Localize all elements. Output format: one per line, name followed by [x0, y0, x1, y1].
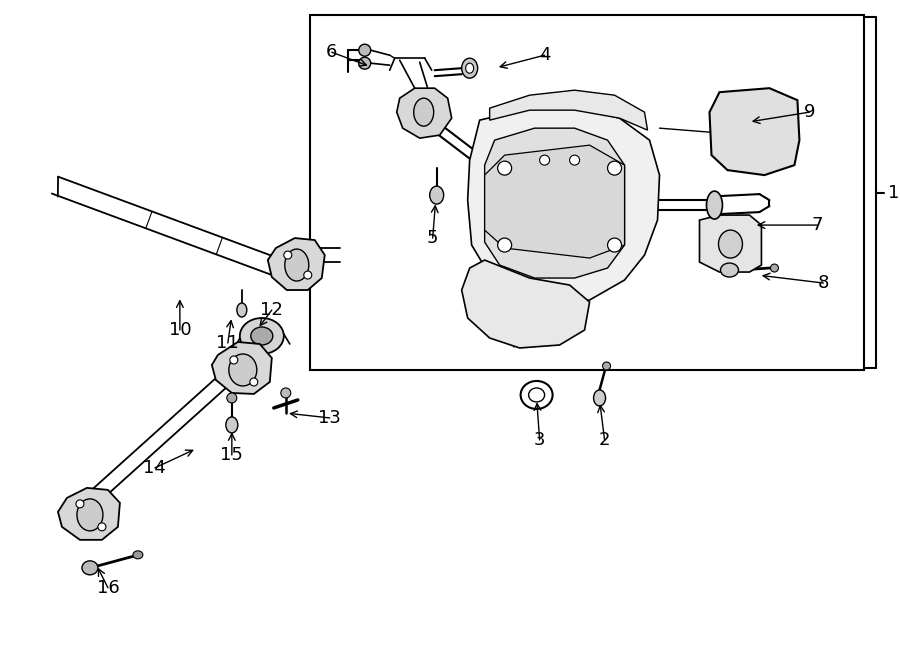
- Text: 5: 5: [427, 229, 438, 247]
- Ellipse shape: [284, 249, 309, 281]
- Text: 12: 12: [260, 301, 284, 319]
- Ellipse shape: [465, 63, 473, 73]
- Ellipse shape: [82, 561, 98, 575]
- Ellipse shape: [226, 417, 238, 433]
- Text: 15: 15: [220, 446, 243, 464]
- Ellipse shape: [304, 271, 311, 279]
- Ellipse shape: [237, 303, 247, 317]
- Ellipse shape: [528, 388, 544, 402]
- Ellipse shape: [250, 378, 257, 386]
- Text: 16: 16: [96, 579, 120, 597]
- Polygon shape: [397, 88, 452, 138]
- Polygon shape: [490, 90, 647, 130]
- Polygon shape: [58, 488, 120, 540]
- Polygon shape: [484, 145, 625, 258]
- Ellipse shape: [229, 354, 256, 386]
- Ellipse shape: [608, 238, 622, 252]
- Polygon shape: [462, 260, 590, 348]
- Ellipse shape: [284, 251, 292, 259]
- Ellipse shape: [227, 393, 237, 403]
- Ellipse shape: [520, 381, 553, 409]
- Ellipse shape: [98, 523, 106, 531]
- Polygon shape: [709, 88, 799, 175]
- Text: 7: 7: [812, 216, 824, 234]
- Ellipse shape: [603, 362, 610, 370]
- Ellipse shape: [498, 238, 511, 252]
- Text: 14: 14: [143, 459, 166, 477]
- Polygon shape: [484, 128, 625, 278]
- Ellipse shape: [570, 155, 580, 165]
- Ellipse shape: [462, 58, 478, 78]
- Text: 8: 8: [818, 274, 829, 292]
- Text: 9: 9: [804, 103, 815, 121]
- Ellipse shape: [239, 318, 284, 354]
- Ellipse shape: [281, 388, 291, 398]
- Ellipse shape: [76, 499, 103, 531]
- Text: 2: 2: [598, 431, 610, 449]
- Polygon shape: [699, 215, 761, 272]
- Ellipse shape: [594, 390, 606, 406]
- Polygon shape: [212, 342, 272, 394]
- Ellipse shape: [540, 155, 550, 165]
- Text: 11: 11: [217, 334, 239, 352]
- Ellipse shape: [359, 58, 371, 69]
- Ellipse shape: [429, 186, 444, 204]
- Ellipse shape: [359, 44, 371, 56]
- Ellipse shape: [76, 500, 84, 508]
- Ellipse shape: [133, 551, 143, 559]
- Text: 4: 4: [539, 46, 551, 64]
- Ellipse shape: [414, 98, 434, 126]
- Polygon shape: [468, 108, 660, 305]
- Ellipse shape: [721, 263, 739, 277]
- Bar: [310, 15, 864, 370]
- Text: 3: 3: [534, 431, 545, 449]
- Ellipse shape: [706, 191, 723, 219]
- Ellipse shape: [770, 264, 778, 272]
- Ellipse shape: [608, 161, 622, 175]
- Text: 10: 10: [168, 321, 191, 339]
- Ellipse shape: [498, 161, 511, 175]
- Text: 1: 1: [888, 184, 900, 202]
- Polygon shape: [268, 238, 325, 290]
- Ellipse shape: [251, 327, 273, 345]
- Ellipse shape: [230, 356, 238, 364]
- Text: 6: 6: [326, 43, 338, 61]
- Ellipse shape: [718, 230, 742, 258]
- Text: 13: 13: [319, 409, 341, 427]
